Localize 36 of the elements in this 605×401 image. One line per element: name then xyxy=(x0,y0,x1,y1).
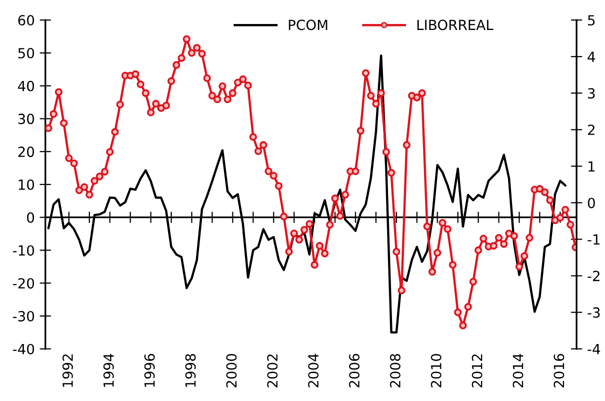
x-tick-label: 1994 xyxy=(103,354,114,387)
y-tick-label: -10 xyxy=(12,245,34,256)
y-tick-label: 40 xyxy=(18,80,34,92)
y2-tick-label: 2 xyxy=(588,124,594,135)
x-tick-label: 1996 xyxy=(144,354,155,387)
y-tick-label: 30 xyxy=(18,114,34,124)
x-tick-label: 2004 xyxy=(308,354,319,388)
x-tick-label: 2002 xyxy=(267,354,278,388)
y2-tick-label: 5 xyxy=(588,15,595,26)
y-tick-label: 0 xyxy=(27,212,34,223)
x-tick-label: 1998 xyxy=(185,354,196,387)
x-tick-label: 2010 xyxy=(430,354,442,388)
x-tick-label: 2008 xyxy=(390,354,400,388)
y2-tick-label: 1 xyxy=(588,161,595,172)
x-tick-label: 2014 xyxy=(512,354,524,388)
y2-tick-label: 3 xyxy=(588,88,595,99)
legend-label: PCOM xyxy=(288,20,328,30)
legend-label: LIBORREAL xyxy=(417,20,494,30)
y2-tick-label: -2 xyxy=(588,270,600,282)
y-tick-label: 20 xyxy=(18,146,34,158)
y-tick-label: -40 xyxy=(12,344,34,354)
y2-tick-label: -4 xyxy=(588,344,600,354)
y-tick-label: 50 xyxy=(18,48,34,58)
x-tick-label: 1992 xyxy=(62,354,73,387)
y-tick-label: -30 xyxy=(12,310,34,322)
x-tick-label: 2012 xyxy=(472,354,482,388)
y2-tick-label: 4 xyxy=(588,52,596,62)
x-tick-label: 2000 xyxy=(226,354,237,388)
y-tick-label: -20 xyxy=(12,278,34,289)
x-tick-label: 2016 xyxy=(554,354,564,388)
x-tick-label: 2006 xyxy=(349,354,360,388)
y2-tick-label: -1 xyxy=(588,234,600,245)
y-tick-label: 60 xyxy=(18,15,34,26)
y-tick-label: 10 xyxy=(18,179,34,190)
y2-tick-label: -3 xyxy=(588,307,600,318)
y2-tick-label: 0 xyxy=(588,198,595,208)
